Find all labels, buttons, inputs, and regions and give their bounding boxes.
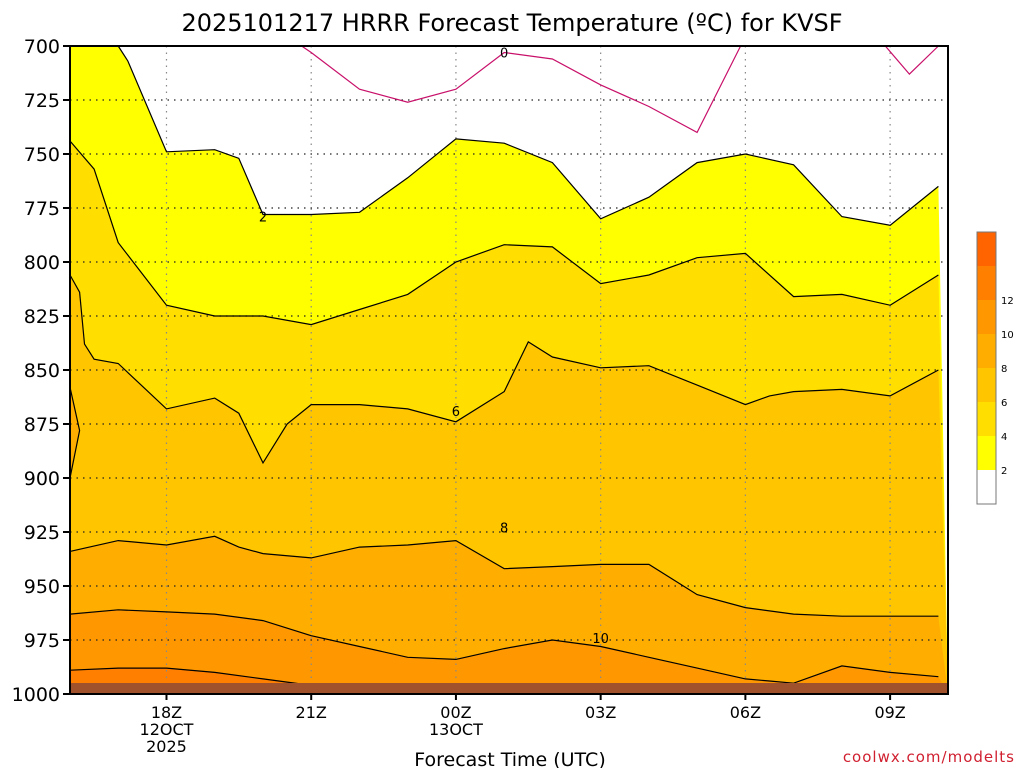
- temp-band-8: [70, 387, 80, 478]
- isotherm-0-line-1: [884, 45, 939, 75]
- y-tick-label: 800: [24, 252, 60, 274]
- x-tick-label: 12OCT: [140, 720, 194, 739]
- contour-label-6: 6: [452, 405, 460, 420]
- colorbar-label: 4: [1001, 432, 1007, 443]
- isotherm-10-line-0: [69, 609, 939, 684]
- colorbar-label: 10: [1001, 330, 1014, 341]
- colorbar-swatch-6: [977, 266, 996, 300]
- y-tick-label: 950: [24, 576, 60, 598]
- y-tick-label: 850: [24, 360, 60, 382]
- ground-surface: [70, 683, 948, 694]
- y-tick-label: 900: [24, 468, 60, 490]
- y-tick-label: 750: [24, 144, 60, 166]
- y-tick-label: 1000: [12, 684, 60, 706]
- y-tick-label: 925: [24, 522, 60, 544]
- plot-axes: 7007257507758008258508759009259509751000…: [12, 36, 949, 756]
- x-tick-label: 06Z: [730, 703, 761, 722]
- colorbar-label: 8: [1001, 364, 1007, 375]
- y-tick-label: 975: [24, 630, 60, 652]
- x-tick-label: 2025: [146, 737, 187, 756]
- y-tick-label: 725: [24, 90, 60, 112]
- temp-band-10: [70, 609, 948, 694]
- isotherm-2-line-0: [117, 45, 939, 226]
- y-tick-label: 775: [24, 198, 60, 220]
- credit-text: coolwx.com/modelts: [843, 748, 1015, 766]
- colorbar: 2 4 6 8 10 12: [976, 231, 1014, 505]
- colorbar-swatch-4: [977, 334, 996, 368]
- isotherm-8-line-0: [69, 387, 81, 479]
- colorbar-swatch-0: [977, 470, 996, 504]
- x-axis-label: Forecast Time (UTC): [414, 749, 605, 768]
- colorbar-swatch-3: [977, 368, 996, 402]
- x-tick-label: 18Z: [151, 703, 182, 722]
- x-tick-label: 00Z: [440, 703, 471, 722]
- contour-label-0: 0: [500, 46, 508, 61]
- chart-title: 2025101217 HRRR Forecast Temperature (ºC…: [181, 9, 842, 37]
- contour-label-8: 8: [500, 522, 508, 537]
- x-tick-label: 21Z: [296, 703, 327, 722]
- x-tick-label: 13OCT: [429, 720, 483, 739]
- ground-strip: [70, 683, 948, 694]
- colorbar-swatch-1: [977, 436, 996, 470]
- contour-labels: 0 2 6 8 10: [259, 46, 609, 646]
- x-tick-label: 09Z: [874, 703, 905, 722]
- y-tick-label: 875: [24, 414, 60, 436]
- contour-label-2: 2: [259, 211, 267, 226]
- isotherm-6-line-0: [69, 274, 939, 465]
- colorbar-swatch-5: [977, 300, 996, 334]
- contour-label-10: 10: [592, 632, 609, 647]
- colorbar-swatch-2: [977, 402, 996, 436]
- isotherm-4-line-0: [69, 140, 939, 326]
- temp-band-below-0: [301, 46, 741, 133]
- y-tick-label: 825: [24, 306, 60, 328]
- temp-band-below-0: [885, 46, 939, 75]
- colorbar-swatch-7: [977, 232, 996, 266]
- colorbar-label: 12: [1001, 296, 1014, 307]
- isotherm-8-line-1: [69, 535, 939, 617]
- plot-gridlines: [70, 46, 948, 694]
- colorbar-label: 6: [1001, 398, 1007, 409]
- y-tick-label: 700: [24, 36, 60, 58]
- temperature-fill-bands: [70, 46, 948, 694]
- colorbar-label: 2: [1001, 466, 1007, 477]
- colorbar-frame: [976, 231, 997, 505]
- isotherm-lines: [69, 45, 939, 691]
- x-tick-label: 03Z: [585, 703, 616, 722]
- isotherm-0-line-0: [301, 45, 742, 134]
